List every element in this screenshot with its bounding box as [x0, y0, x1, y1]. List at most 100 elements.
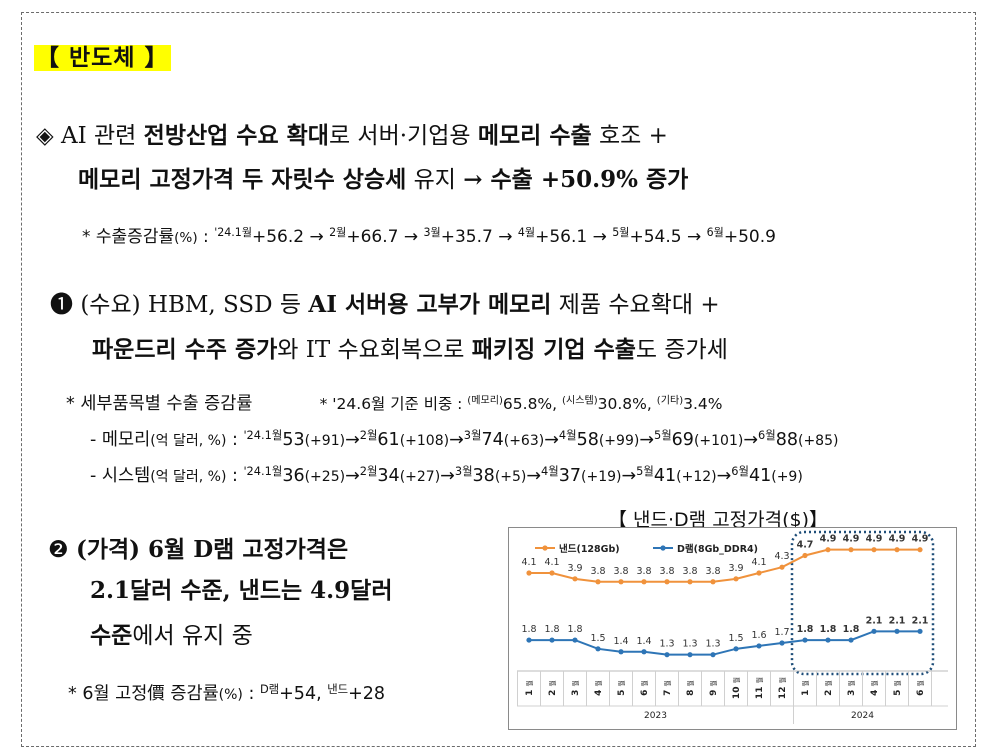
year-label: 2024 [851, 711, 874, 721]
series-point [526, 570, 532, 576]
memory-item: 5월69(+101) [653, 427, 744, 450]
system-growth-line: - 시스템(억 달러, %) : '24.1월36(+25)→2월34(+27)… [90, 463, 803, 486]
data-label: 3.9 [567, 563, 582, 574]
number-two-icon: ❷ [48, 537, 69, 563]
series-point [894, 547, 900, 553]
data-label: 3.8 [682, 566, 697, 577]
data-label: 1.4 [636, 636, 651, 647]
data-label: 1.3 [682, 639, 697, 650]
data-label: 3.8 [636, 566, 651, 577]
system-item: '24.1월36(+25) [243, 463, 346, 486]
x-tick-label: 12 월 [778, 677, 788, 699]
memory-item: 4월58(+99) [558, 427, 640, 450]
series-point [595, 579, 601, 585]
system-item: 4월37(+19) [541, 463, 622, 486]
legend-label: D램(8Gb_DDR4) [677, 543, 758, 555]
content-frame [21, 12, 976, 747]
data-label: 3.8 [590, 566, 605, 577]
price-chart: 1 월 2 월 3 월 4 월 5 월 6 월 7 월 8 월 9 월 10 월 11 월 12 월 1… [508, 527, 957, 730]
data-label: 3.8 [705, 566, 720, 577]
x-tick-label: 6 월 [640, 680, 650, 696]
detail-header: * 세부품목별 수출 증감률 * '24.6월 기준 비중 : (메모리)65.… [66, 394, 723, 414]
series-point [779, 564, 785, 570]
series-point [917, 628, 923, 634]
data-label: 1.8 [820, 624, 837, 635]
data-label: 1.7 [774, 627, 789, 638]
series-point [917, 547, 923, 553]
data-label: 4.3 [774, 551, 789, 562]
data-label: 1.8 [843, 624, 860, 635]
x-tick-label: 5 월 [617, 680, 627, 696]
series-point [572, 637, 578, 643]
data-label: 4.1 [751, 557, 766, 568]
data-label: 1.6 [751, 630, 766, 641]
series-point [687, 579, 693, 585]
data-label: 4.9 [843, 534, 860, 545]
legend-swatch-marker [542, 545, 548, 551]
series-point [641, 649, 647, 655]
x-tick-label: 3 월 [847, 680, 857, 696]
series-point [733, 646, 739, 652]
x-tick-label: 7 월 [663, 680, 673, 696]
series-point [641, 579, 647, 585]
series-point [687, 652, 693, 658]
memory-growth-line: - 메모리(억 달러, %) : '24.1월53(+91)→2월61(+108… [90, 427, 839, 450]
year-label: 2023 [644, 711, 667, 721]
x-tick-label: 9 월 [709, 680, 719, 696]
section-title: 【 반도체 】 [34, 45, 171, 71]
series-point [572, 576, 578, 582]
series-point [756, 570, 762, 576]
x-tick-label: 1 월 [801, 680, 811, 696]
growth-item: 3월+35.7 [423, 225, 493, 247]
series-point [871, 628, 877, 634]
point2-line-3: 수준에서 유지 중 [90, 622, 253, 649]
point2-line-2: 2.1달러 수준, 낸드는 4.9달러 [90, 577, 393, 604]
system-item: 5월41(+12) [636, 463, 717, 486]
x-tick-label: 2 월 [824, 680, 834, 696]
point2-line-1: ❷ (가격) 6월 D램 고정가격은 [48, 536, 349, 563]
x-tick-label: 6 월 [916, 680, 926, 696]
series-point [664, 579, 670, 585]
data-label: 2.1 [866, 615, 883, 626]
data-label: 3.8 [613, 566, 628, 577]
point1-line-2: 파운드리 수주 증가와 IT 수요회복으로 패키징 기업 수출도 증가세 [92, 336, 728, 363]
system-item: 2월34(+27) [359, 463, 441, 486]
growth-item: 4월+56.1 [517, 225, 588, 247]
data-label: 1.3 [705, 639, 720, 650]
x-tick-label: 5 월 [893, 680, 903, 696]
data-label: 1.5 [590, 633, 605, 644]
chart-title: 【 낸드·D램 고정가격($)】 [608, 509, 829, 531]
series-point [710, 579, 716, 585]
system-item: 3월38(+5) [454, 463, 527, 486]
number-one-icon: ❶ [50, 292, 73, 318]
growth-item: 5월+54.5 [612, 225, 682, 247]
data-label: 3.9 [728, 563, 743, 574]
memory-item: 6월88(+85) [758, 427, 839, 450]
x-tick-label: 1 월 [525, 680, 535, 696]
data-label: 2.1 [889, 615, 906, 626]
series-point [894, 628, 900, 634]
series-point [526, 637, 532, 643]
growth-item: 6월+50.9 [706, 225, 776, 247]
series-point [848, 547, 854, 553]
price-growth-note: * 6월 고정價 증감률(%) : D램+54, 낸드+28 [68, 681, 386, 704]
x-tick-label: 11 월 [755, 677, 765, 699]
export-growth-note: * 수출증감률(%) : '24.1월+56.2 → 2월+66.7 → 3월+… [82, 225, 776, 247]
data-label: 1.8 [544, 624, 559, 635]
series-point [802, 637, 808, 643]
memory-item: 2월61(+108) [359, 427, 450, 450]
x-tick-label: 3 월 [571, 680, 581, 696]
x-tick-label: 4 월 [594, 680, 604, 696]
diamond-bullet-icon: ◈ [36, 123, 54, 149]
data-label: 1.3 [659, 639, 674, 650]
series-point [549, 637, 555, 643]
data-label: 1.5 [728, 633, 743, 644]
data-label: 4.1 [521, 557, 536, 568]
point1-line-1: ❶ (수요) HBM, SSD 등 AI 서버용 고부가 메모리 제품 수요확대… [50, 291, 720, 318]
data-label: 4.7 [797, 540, 814, 551]
series-point [664, 652, 670, 658]
data-label: 4.1 [544, 557, 559, 568]
data-label: 1.4 [613, 636, 628, 647]
x-tick-label: 4 월 [870, 680, 880, 696]
data-label: 3.8 [659, 566, 674, 577]
